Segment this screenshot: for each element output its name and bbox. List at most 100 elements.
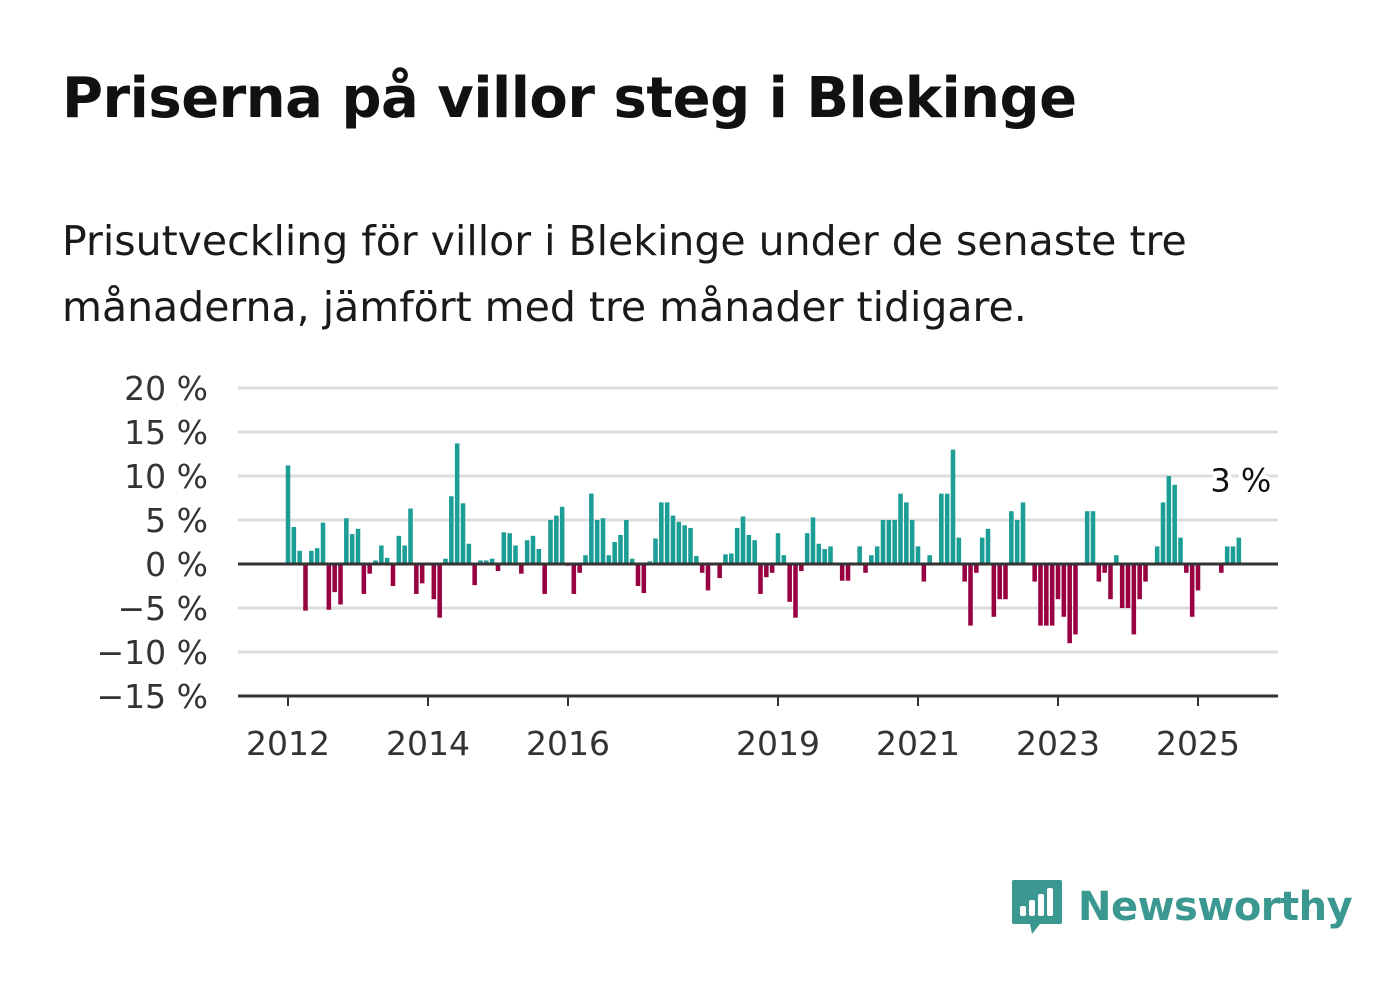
bar: [489, 558, 495, 564]
bar: [501, 532, 507, 564]
bar: [1189, 564, 1195, 617]
chart-subtitle: Prisutveckling för villor i Blekinge und…: [62, 217, 1187, 331]
bar: [606, 555, 612, 564]
bar: [944, 493, 950, 564]
bar: [717, 564, 722, 579]
bar: [828, 546, 833, 564]
bar: [688, 527, 693, 564]
bar: [379, 545, 384, 564]
bar: [1038, 564, 1043, 626]
bar: [1102, 564, 1107, 573]
bar: [1224, 546, 1230, 564]
bar: [985, 528, 991, 564]
bar: [396, 535, 402, 564]
y-tick-label: −5 %: [118, 589, 209, 628]
bar: [414, 564, 419, 594]
bar: [816, 543, 822, 564]
bar: [1096, 564, 1102, 582]
bar: [402, 545, 407, 564]
bar: [332, 564, 337, 593]
bar: [460, 503, 466, 564]
bar: [1067, 564, 1072, 644]
bar: [758, 564, 763, 594]
bar: [600, 518, 606, 564]
bar: [618, 534, 623, 564]
bar: [1172, 484, 1177, 564]
bar: [519, 564, 524, 574]
bar: [542, 564, 547, 594]
bar: [956, 537, 962, 564]
bar: [373, 560, 378, 564]
bar: [664, 502, 670, 564]
bar: [1049, 564, 1055, 626]
bar: [682, 525, 687, 564]
bar: [909, 520, 915, 564]
bar: [740, 516, 746, 564]
bar: [898, 493, 903, 564]
bar: [291, 527, 297, 564]
bar: [285, 465, 291, 564]
bar: [979, 537, 985, 564]
bar: [635, 564, 641, 586]
bar: [904, 502, 909, 564]
bar: [1055, 564, 1061, 600]
bar: [466, 543, 472, 564]
bar: [729, 553, 734, 564]
bar: [746, 534, 752, 564]
page-title: Priserna på villor steg i Blekinge: [62, 66, 1077, 131]
bar: [804, 533, 810, 564]
y-tick-label: 20 %: [124, 369, 208, 408]
bar: [793, 564, 798, 618]
bar: [1195, 564, 1201, 591]
bar: [699, 564, 705, 573]
bar: [694, 556, 699, 564]
tick-labels: 20 % 15 % 10 % 5 % 0 % −5 % −10 % −15 % 2012 2014…: [97, 369, 1276, 763]
bar: [495, 564, 501, 572]
bar: [1184, 564, 1189, 573]
bar: [886, 520, 892, 564]
bar: [1073, 564, 1078, 635]
bar: [559, 506, 565, 564]
axes: [238, 562, 1278, 706]
bar: [1003, 564, 1008, 600]
bar: [449, 496, 454, 564]
bar: [1119, 564, 1125, 608]
bar: [1160, 502, 1166, 564]
bar: [752, 540, 757, 564]
bar: [734, 527, 740, 564]
bar: [419, 564, 425, 584]
bar: [676, 521, 682, 564]
bar: [705, 564, 711, 591]
y-tick-label: −15 %: [97, 677, 209, 716]
y-tick-label: 10 %: [124, 457, 208, 496]
bar: [1154, 546, 1160, 564]
bar: [927, 555, 932, 564]
y-tick-label: −10 %: [97, 633, 209, 672]
bar: [863, 564, 868, 573]
bar: [869, 555, 874, 564]
bar: [309, 550, 314, 564]
bar: [437, 564, 442, 618]
bar: [997, 564, 1002, 600]
bar: [594, 520, 600, 564]
bar: [320, 522, 326, 564]
bar: [1014, 520, 1020, 564]
bar: [857, 546, 862, 564]
bar: [1009, 511, 1014, 564]
bar: [583, 555, 588, 564]
bar: [769, 564, 775, 573]
bar: [1114, 555, 1119, 564]
bar: [1219, 564, 1224, 573]
bar: [1084, 511, 1090, 564]
bar: [991, 564, 997, 617]
bar: [355, 528, 361, 564]
bar: [1143, 564, 1148, 582]
bar: [530, 535, 536, 564]
bar: [303, 564, 308, 611]
bar: [536, 549, 542, 564]
bar: [612, 542, 617, 564]
x-tick-label: 2012: [246, 724, 330, 763]
bar: [1044, 564, 1049, 626]
bar: [629, 558, 635, 564]
bar: [892, 520, 897, 564]
